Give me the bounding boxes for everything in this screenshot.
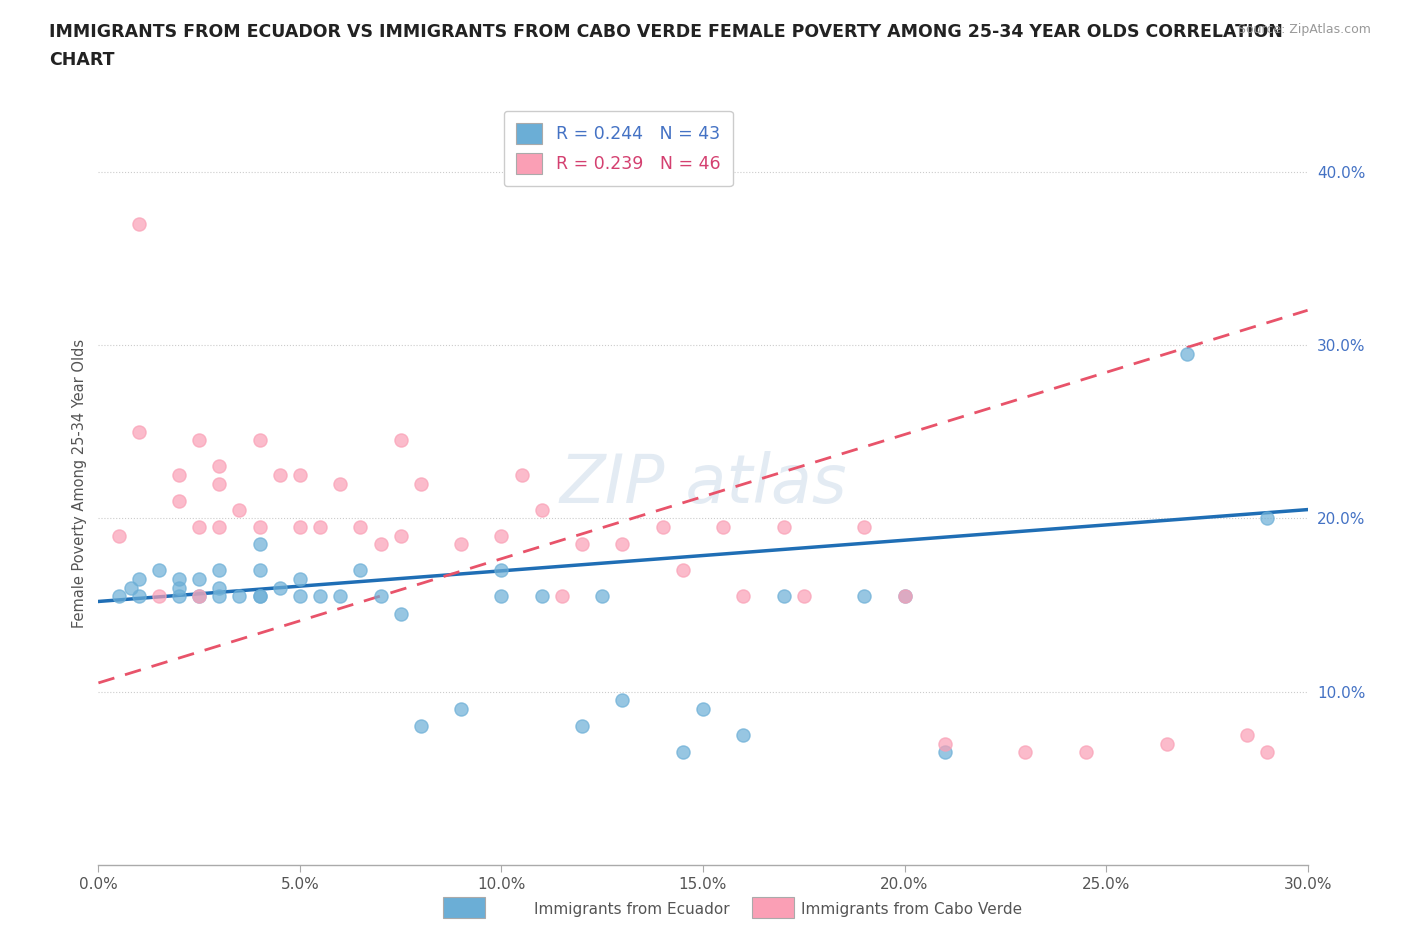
Point	[1074, 745, 1097, 760]
Point	[530, 502, 553, 517]
Point	[269, 468, 291, 483]
Point	[249, 537, 271, 551]
Point	[1014, 745, 1036, 760]
Point	[249, 589, 271, 604]
Point	[772, 589, 794, 604]
Point	[188, 589, 211, 604]
Text: CHART: CHART	[49, 51, 115, 69]
Point	[208, 580, 231, 595]
Point	[107, 528, 129, 543]
Point	[208, 520, 231, 535]
Point	[349, 563, 371, 578]
Point	[288, 571, 311, 587]
Point	[120, 580, 142, 595]
Point	[551, 589, 574, 604]
Point	[450, 701, 472, 716]
Text: Source: ZipAtlas.com: Source: ZipAtlas.com	[1237, 23, 1371, 36]
Point	[128, 571, 150, 587]
Point	[772, 520, 794, 535]
Point	[128, 424, 150, 439]
Point	[612, 693, 634, 708]
Text: Immigrants from Cabo Verde: Immigrants from Cabo Verde	[801, 902, 1022, 917]
Text: ZIP atlas: ZIP atlas	[560, 451, 846, 516]
Text: Immigrants from Ecuador: Immigrants from Ecuador	[534, 902, 730, 917]
Legend: R = 0.244   N = 43, R = 0.239   N = 46: R = 0.244 N = 43, R = 0.239 N = 46	[503, 111, 733, 186]
Point	[208, 458, 231, 473]
Point	[128, 216, 150, 231]
Point	[571, 537, 593, 551]
Point	[249, 589, 271, 604]
Point	[228, 502, 250, 517]
Point	[288, 520, 311, 535]
Point	[672, 745, 695, 760]
Point	[389, 606, 412, 621]
Text: IMMIGRANTS FROM ECUADOR VS IMMIGRANTS FROM CABO VERDE FEMALE POVERTY AMONG 25-34: IMMIGRANTS FROM ECUADOR VS IMMIGRANTS FR…	[49, 23, 1284, 41]
Point	[692, 701, 714, 716]
Point	[1256, 745, 1278, 760]
Point	[188, 589, 211, 604]
Point	[228, 589, 250, 604]
Point	[1256, 511, 1278, 525]
Point	[288, 468, 311, 483]
Point	[510, 468, 533, 483]
Point	[733, 727, 755, 742]
Point	[651, 520, 673, 535]
Point	[1156, 737, 1178, 751]
Point	[249, 520, 271, 535]
Point	[793, 589, 815, 604]
Point	[934, 745, 956, 760]
Point	[329, 476, 352, 491]
Point	[208, 476, 231, 491]
Point	[711, 520, 734, 535]
Point	[491, 528, 513, 543]
Point	[208, 563, 231, 578]
Point	[167, 571, 190, 587]
Point	[612, 537, 634, 551]
Point	[893, 589, 915, 604]
Point	[288, 589, 311, 604]
Point	[148, 563, 170, 578]
Point	[450, 537, 472, 551]
Point	[188, 520, 211, 535]
Point	[491, 563, 513, 578]
Point	[853, 589, 876, 604]
Point	[672, 563, 695, 578]
Point	[309, 520, 332, 535]
Point	[370, 537, 392, 551]
Point	[389, 432, 412, 447]
Point	[349, 520, 371, 535]
Point	[188, 432, 211, 447]
Point	[309, 589, 332, 604]
Point	[107, 589, 129, 604]
Point	[167, 494, 190, 509]
Point	[409, 719, 432, 734]
Point	[853, 520, 876, 535]
Point	[249, 432, 271, 447]
Point	[370, 589, 392, 604]
Point	[530, 589, 553, 604]
Point	[329, 589, 352, 604]
Point	[893, 589, 915, 604]
Point	[389, 528, 412, 543]
Point	[1236, 727, 1258, 742]
Point	[167, 589, 190, 604]
Point	[571, 719, 593, 734]
Point	[733, 589, 755, 604]
Point	[167, 580, 190, 595]
Point	[188, 571, 211, 587]
Point	[269, 580, 291, 595]
Point	[148, 589, 170, 604]
Y-axis label: Female Poverty Among 25-34 Year Olds: Female Poverty Among 25-34 Year Olds	[72, 339, 87, 628]
Point	[208, 589, 231, 604]
Point	[409, 476, 432, 491]
Point	[128, 589, 150, 604]
Point	[591, 589, 613, 604]
Point	[934, 737, 956, 751]
Point	[491, 589, 513, 604]
Point	[1175, 346, 1198, 361]
Point	[167, 468, 190, 483]
Point	[249, 563, 271, 578]
